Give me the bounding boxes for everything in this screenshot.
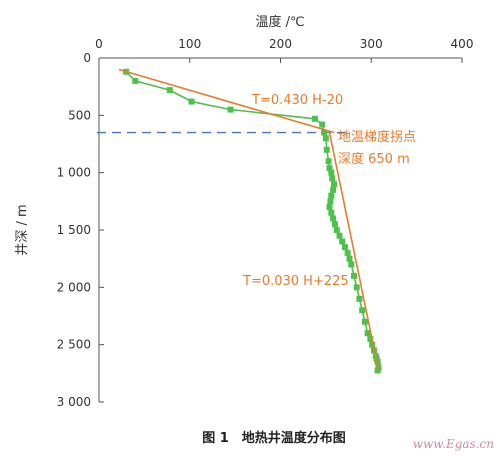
measured-point xyxy=(328,209,335,216)
measured-point xyxy=(331,221,338,228)
measured-point xyxy=(331,181,338,188)
fit-lines xyxy=(118,68,380,371)
measured-point xyxy=(339,238,346,245)
measured-point xyxy=(311,115,318,122)
x-tick-label: 200 xyxy=(269,37,292,51)
inflection-label-line1: 地温梯度拐点 xyxy=(338,129,416,145)
ticks: 0 100 200 300 400 0 500 1 000 1 500 2 000 2 500 3 0… xyxy=(57,37,474,409)
measured-point xyxy=(359,307,366,314)
y-tick-label: 3 000 xyxy=(57,395,91,409)
measured-point xyxy=(327,198,334,205)
measured-point xyxy=(330,186,337,193)
y-tick-label: 2 500 xyxy=(57,338,91,352)
lower-fit-equation: T=0.030 H+225 xyxy=(242,274,349,289)
x-tick-label: 400 xyxy=(451,37,474,51)
measured-point xyxy=(356,295,363,302)
measured-point xyxy=(333,227,340,233)
y-tick-label: 0 xyxy=(83,51,91,65)
measured-point xyxy=(369,341,376,348)
measured-point xyxy=(341,244,348,251)
y-tick-label: 500 xyxy=(68,108,91,122)
measured-point xyxy=(321,129,328,136)
axes xyxy=(98,57,462,402)
measured-point xyxy=(322,135,329,142)
upper-fit-equation: T=0.430 H-20 xyxy=(251,93,343,108)
measured-point xyxy=(351,272,358,279)
measured-point xyxy=(374,367,381,374)
measured-point xyxy=(323,146,330,153)
measured-point xyxy=(326,204,333,211)
measured-point xyxy=(188,98,195,105)
y-axis-title: 井深 / m xyxy=(15,204,30,255)
measured-point xyxy=(328,192,335,199)
measured-point xyxy=(227,106,234,113)
fit-upper-line xyxy=(118,68,335,134)
fit-lower-line xyxy=(328,132,380,371)
x-tick-label: 100 xyxy=(178,37,201,51)
measured-point xyxy=(374,358,381,365)
y-tick-label: 1 000 xyxy=(57,166,91,180)
measured-point xyxy=(367,335,374,342)
measured-point xyxy=(325,158,332,165)
x-axis-title: 温度 /℃ xyxy=(255,14,304,30)
measured-point xyxy=(344,249,351,256)
measured-point xyxy=(326,165,333,172)
figure-caption: 图 1 地热井温度分布图 xyxy=(202,430,346,446)
measured-point xyxy=(319,121,326,128)
y-tick-label: 2 000 xyxy=(57,280,91,294)
measured-point xyxy=(364,330,371,337)
y-tick-label: 1 500 xyxy=(57,223,91,237)
measured-point xyxy=(348,261,355,268)
measured-point xyxy=(166,87,173,94)
x-tick-label: 300 xyxy=(360,37,383,51)
x-tick-label: 0 xyxy=(95,37,103,51)
inflection-label-line2: 深度 650 m xyxy=(338,151,410,167)
measured-point xyxy=(336,232,343,239)
measured-point xyxy=(328,169,335,176)
measured-point xyxy=(330,215,337,222)
measured-point xyxy=(346,255,353,262)
watermark: www.Egas.cn xyxy=(413,437,494,451)
measured-point xyxy=(329,175,336,182)
measured-line xyxy=(125,71,380,371)
measured-point xyxy=(353,284,360,291)
measured-point xyxy=(132,77,139,84)
measured-series xyxy=(123,68,382,374)
measured-point xyxy=(361,318,368,325)
